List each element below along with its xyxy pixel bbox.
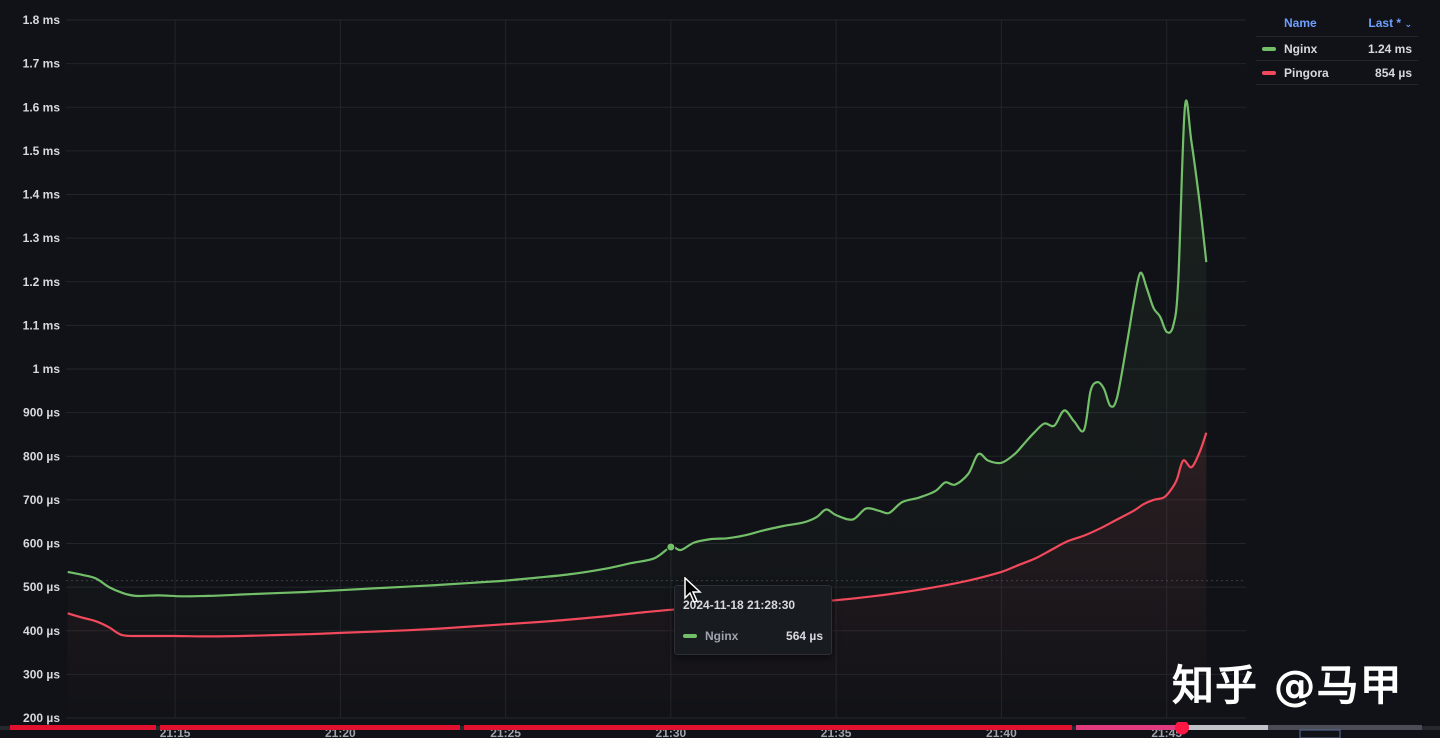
scrollbar-segment [1076, 725, 1182, 730]
legend-header-last-label: Last * [1368, 16, 1402, 30]
y-tick-label: 1.2 ms [23, 275, 61, 289]
y-tick-label: 1.4 ms [23, 188, 61, 202]
tooltip-series-name: Nginx [705, 629, 739, 643]
tooltip-row: Nginx 564 µs [683, 629, 823, 643]
y-tick-label: 400 µs [23, 624, 60, 638]
y-tick-label: 1.5 ms [23, 144, 61, 158]
series-area-pingora [67, 432, 1207, 718]
y-tick-label: 700 µs [23, 493, 60, 507]
y-tick-label: 1.7 ms [23, 57, 61, 71]
legend-item-value: 854 µs [1375, 65, 1412, 80]
hover-point [666, 542, 676, 552]
y-tick-label: 300 µs [23, 667, 60, 681]
legend-header-name[interactable]: Name [1284, 16, 1317, 30]
tooltip-timestamp: 2024-11-18 21:28:30 [683, 598, 796, 612]
legend-item-label: Nginx [1284, 41, 1318, 56]
y-tick-label: 1.1 ms [23, 318, 61, 332]
y-tick-label: 900 µs [23, 406, 60, 420]
hover-layer [666, 542, 676, 552]
y-tick-label: 1.3 ms [23, 231, 61, 245]
scrollbar-handle[interactable] [1175, 722, 1189, 735]
legend-header: Name Last * ⌄ [1256, 12, 1418, 37]
legend-swatch-pingora [1262, 70, 1276, 75]
tooltip-swatch [683, 634, 697, 638]
y-tick-label: 1.8 ms [23, 13, 61, 27]
legend-item-pingora[interactable]: Pingora 854 µs [1256, 61, 1418, 85]
legend-item-label: Pingora [1284, 65, 1329, 80]
scrollbar-segment [160, 725, 460, 730]
mouse-pointer-icon [684, 577, 702, 603]
scrollbar-window [1299, 729, 1341, 738]
legend-item-value: 1.24 ms [1367, 41, 1412, 56]
hover-tooltip: 2024-11-18 21:28:30 Nginx 564 µs [674, 585, 832, 655]
legend-swatch-nginx [1262, 46, 1276, 51]
scrollbar-segment [10, 725, 156, 730]
legend: Name Last * ⌄ Nginx 1.24 ms Pingora 854 … [1256, 12, 1418, 85]
y-tick-label: 600 µs [23, 537, 60, 551]
scrollbar-remaining [1268, 725, 1422, 730]
legend-header-last[interactable]: Last * ⌄ [1368, 16, 1412, 30]
y-tick-label: 1 ms [33, 362, 61, 376]
y-tick-label: 200 µs [23, 711, 60, 725]
scrollbar-segment [464, 725, 1072, 730]
scrollbar-buffered [1182, 725, 1268, 730]
tooltip-series-value: 564 µs [786, 629, 823, 643]
y-tick-label: 1.6 ms [23, 100, 61, 114]
chevron-down-icon: ⌄ [1404, 19, 1412, 29]
y-axis: 1.8 ms 1.7 ms 1.6 ms 1.5 ms 1.4 ms 1.3 ms 1.2 … [23, 13, 61, 725]
legend-item-nginx[interactable]: Nginx 1.24 ms [1256, 37, 1418, 61]
y-tick-label: 500 µs [23, 580, 60, 594]
series-line-nginx [67, 99, 1208, 598]
watermark: 知乎 @马甲 [1172, 661, 1403, 710]
time-range-scrollbar[interactable] [0, 722, 1440, 738]
y-tick-label: 800 µs [23, 449, 60, 463]
series-area-nginx [67, 100, 1207, 719]
